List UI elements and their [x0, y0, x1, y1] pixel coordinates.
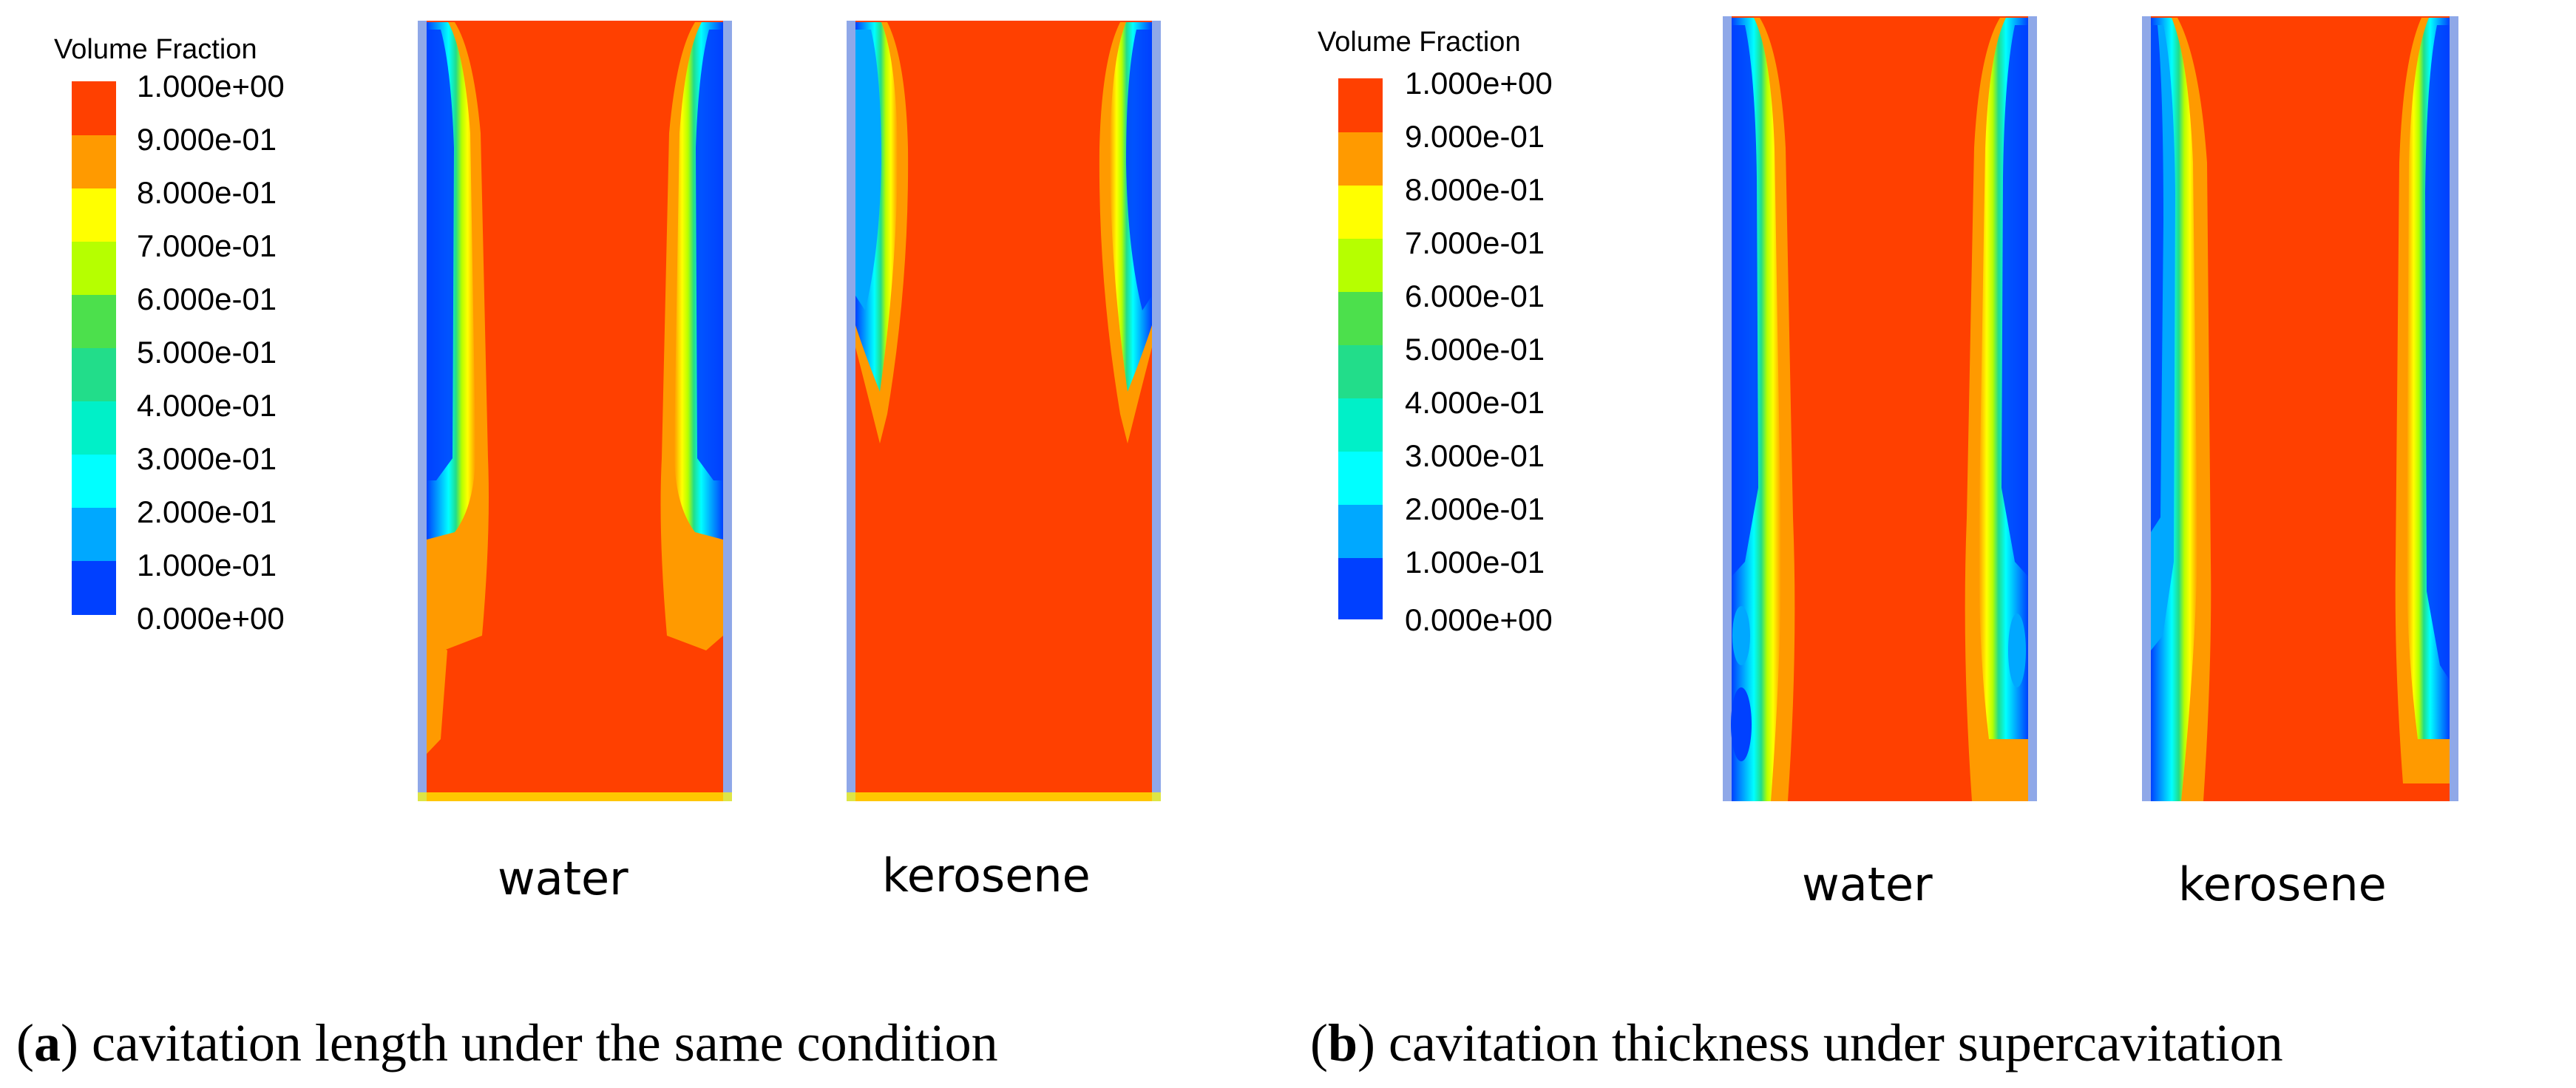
legend-swatch	[1338, 292, 1383, 345]
legend-swatch	[72, 188, 116, 242]
legend-tick: 0.000e+00	[137, 601, 285, 636]
legend-tick: 0.000e+00	[1405, 602, 1553, 637]
legend-tick: 3.000e-01	[1405, 438, 1545, 473]
legend-swatch	[72, 81, 116, 135]
legend-tick: 8.000e-01	[137, 175, 277, 210]
label-a-kerosene: kerosene	[882, 849, 1091, 902]
legend-tick: 4.000e-01	[137, 388, 277, 423]
legend-swatch	[1338, 186, 1383, 239]
legend-swatch	[1338, 398, 1383, 452]
caption-paren-close: )	[1358, 1013, 1376, 1072]
caption-text: cavitation length under the same conditi…	[91, 1013, 998, 1072]
legend-swatch	[72, 295, 116, 348]
legend-title: Volume Fraction	[54, 34, 257, 65]
legend-tick: 1.000e+00	[137, 69, 285, 103]
label-b-kerosene: kerosene	[2178, 857, 2387, 911]
legend-tick: 2.000e-01	[1405, 492, 1545, 526]
legend-tick: 8.000e-01	[1405, 172, 1545, 207]
caption-paren-close: )	[60, 1013, 78, 1072]
legend-tick: 6.000e-01	[137, 282, 277, 316]
legend-swatch	[72, 348, 116, 401]
legend-tick: 5.000e-01	[1405, 332, 1545, 367]
legend-tick: 5.000e-01	[137, 335, 277, 370]
legend-swatch	[1338, 345, 1383, 398]
legend-swatch	[1338, 78, 1383, 132]
caption-letter: a	[33, 1013, 61, 1072]
contour-b-water	[1723, 16, 2037, 801]
caption-letter: b	[1327, 1013, 1358, 1072]
caption-text: cavitation thickness under supercavitati…	[1389, 1013, 2283, 1072]
legend-a: Volume Fraction 1.000e+00 9.000e-01 8.00…	[0, 0, 355, 636]
legend-swatch	[1338, 505, 1383, 558]
legend-tick: 6.000e-01	[1405, 279, 1545, 313]
legend-tick: 1.000e+00	[1405, 66, 1553, 101]
legend-tick: 2.000e-01	[137, 494, 277, 529]
legend-tick: 3.000e-01	[137, 441, 277, 476]
contour-b-kerosene	[2142, 16, 2458, 801]
legend-tick: 9.000e-01	[1405, 119, 1545, 154]
legend-swatch	[1338, 452, 1383, 505]
legend-title: Volume Fraction	[1318, 27, 1521, 58]
legend-swatch	[1338, 558, 1383, 619]
legend-swatch	[1338, 239, 1383, 292]
legend-swatch	[72, 135, 116, 188]
legend-tick: 7.000e-01	[137, 228, 277, 263]
legend-tick: 4.000e-01	[1405, 385, 1545, 420]
caption-a: (a) cavitation length under the same con…	[16, 1013, 998, 1074]
legend-swatch	[72, 561, 116, 615]
legend-swatch	[72, 508, 116, 561]
label-a-water: water	[498, 851, 628, 905]
legend-swatch	[72, 242, 116, 295]
legend-tick: 7.000e-01	[1405, 225, 1545, 260]
contour-a-water	[418, 21, 732, 801]
legend-swatch	[72, 455, 116, 508]
legend-tick: 1.000e-01	[1405, 545, 1545, 579]
contour-a-kerosene	[847, 21, 1161, 801]
caption-paren-open: (	[1310, 1013, 1328, 1072]
legend-tick: 9.000e-01	[137, 122, 277, 157]
legend-swatch	[1338, 132, 1383, 186]
legend-tick: 1.000e-01	[137, 548, 277, 582]
label-b-water: water	[1802, 857, 1933, 911]
caption-b: (b) cavitation thickness under supercavi…	[1310, 1013, 2283, 1074]
legend-swatch	[72, 401, 116, 455]
caption-paren-open: (	[16, 1013, 34, 1072]
